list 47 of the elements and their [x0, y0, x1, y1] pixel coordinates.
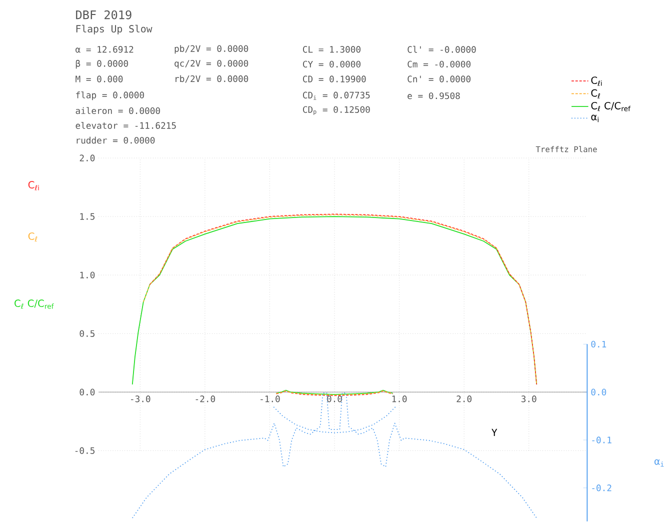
text: CL = 1.3000	[303, 46, 360, 53]
chart-title: DBF 2019	[76, 10, 132, 20]
y-tick-label: 0.0	[80, 388, 95, 396]
y2-tick-label: -0.2	[592, 484, 612, 492]
text: rudder = 0.0000	[76, 136, 155, 144]
y-tick-label: 2.0	[80, 154, 95, 162]
x-tick-label: 1.0	[392, 395, 407, 402]
text: CY = 0.0000	[303, 60, 360, 68]
text: aileron = 0.0000	[76, 106, 160, 114]
text: CD = 0.19900	[303, 75, 366, 82]
text: Cl' = -0.0000	[408, 46, 476, 53]
legend-label: α$_{i}$	[591, 114, 598, 122]
x-tick-label: -1.0	[260, 395, 280, 402]
text: pb/2V = 0.0000	[174, 44, 248, 54]
legend-label: C$_{ℓ}$ C/C$_{ref}$	[591, 102, 631, 112]
x-tick-label: 0.0	[327, 395, 342, 402]
legend-label: C$_{ℓi}$	[591, 76, 602, 86]
text: C$_{ℓ}$ C/C$_{ref}$	[14, 299, 54, 309]
y-tick-label: -0.5	[75, 447, 94, 454]
text: qc/2V = 0.0000	[174, 60, 248, 68]
text: Cm = -0.0000	[408, 60, 470, 68]
y2-tick-label: -0.1	[592, 436, 612, 444]
text: CD$_{i}$ = 0.07735	[303, 92, 370, 100]
text: C$_{ℓ}$	[28, 232, 38, 242]
legend-label: C$_{ℓ}$	[591, 89, 600, 98]
text: α = 12.6912	[76, 46, 134, 53]
x-tick-label: 2.0	[456, 395, 472, 402]
x-tick-label: -3.0	[131, 395, 150, 402]
y-tick-label: 0.5	[80, 330, 94, 337]
text: rb/2V = 0.0000	[176, 75, 248, 83]
text: CD$_{p}$ = 0.12500	[303, 106, 370, 115]
y-tick-label: 1.5	[80, 213, 94, 220]
x-axis-title: Y	[492, 428, 498, 436]
text: C$_{ℓi}$	[28, 180, 39, 190]
x-tick-label: 3.0	[521, 395, 536, 402]
text: β = 0.0000	[76, 60, 128, 68]
chart-subtitle: Flaps Up Slow	[76, 24, 152, 34]
text: M = 0.000	[76, 75, 123, 82]
text: flap = 0.0000	[76, 91, 144, 100]
y-tick-label: 1.0	[80, 272, 95, 278]
text: Cn' = 0.0000	[408, 75, 470, 82]
text: e = 0.9508	[408, 92, 460, 99]
text: elevator = -11.6215	[76, 122, 176, 129]
y2-axis-title: α$_{i}$	[654, 459, 664, 466]
y2-tick-label: 0.1	[591, 340, 606, 348]
x-tick-label: -2.0	[196, 395, 216, 402]
y2-tick-label: 0.0	[591, 388, 606, 396]
